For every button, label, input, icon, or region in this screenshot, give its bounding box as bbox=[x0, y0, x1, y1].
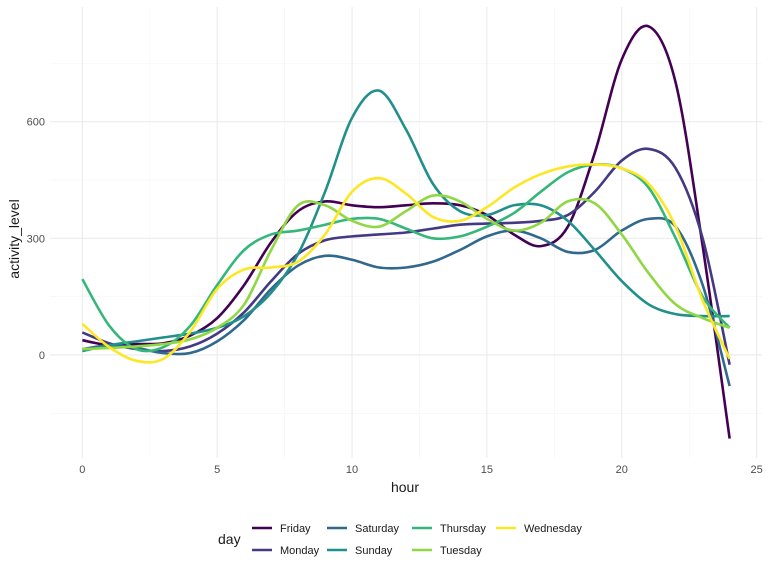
x-tick-label: 0 bbox=[79, 464, 85, 476]
legend-label-thursday: Thursday bbox=[440, 523, 486, 535]
legend-title: day bbox=[218, 531, 241, 547]
legend: day Friday Monday Saturday Sunday Thursday Tu… bbox=[218, 523, 582, 557]
series-lines bbox=[81, 24, 731, 439]
legend-label-friday: Friday bbox=[280, 523, 311, 535]
series-line-tuesday bbox=[82, 193, 731, 351]
series-line-saturday bbox=[82, 216, 731, 387]
y-tick-label: 0 bbox=[39, 350, 45, 362]
x-axis-title: hour bbox=[391, 479, 419, 495]
x-tick-label: 5 bbox=[214, 464, 220, 476]
x-tick-label: 15 bbox=[481, 464, 493, 476]
y-axis-ticks: 0 300 600 bbox=[27, 117, 45, 362]
x-axis-ticks: 0 5 10 15 20 25 bbox=[79, 464, 762, 476]
legend-label-sunday: Sunday bbox=[355, 545, 393, 557]
x-tick-label: 10 bbox=[346, 464, 358, 476]
legend-label-monday: Monday bbox=[280, 545, 320, 557]
x-tick-label: 20 bbox=[616, 464, 628, 476]
series-line-wednesday bbox=[81, 163, 731, 364]
y-tick-label: 300 bbox=[27, 233, 45, 245]
legend-label-wednesday: Wednesday bbox=[524, 523, 582, 535]
legend-label-tuesday: Tuesday bbox=[440, 545, 482, 557]
x-tick-label: 25 bbox=[750, 464, 762, 476]
y-tick-label: 600 bbox=[27, 117, 45, 129]
legend-label-saturday: Saturday bbox=[355, 523, 400, 535]
y-axis-title: activity_level bbox=[6, 199, 22, 278]
